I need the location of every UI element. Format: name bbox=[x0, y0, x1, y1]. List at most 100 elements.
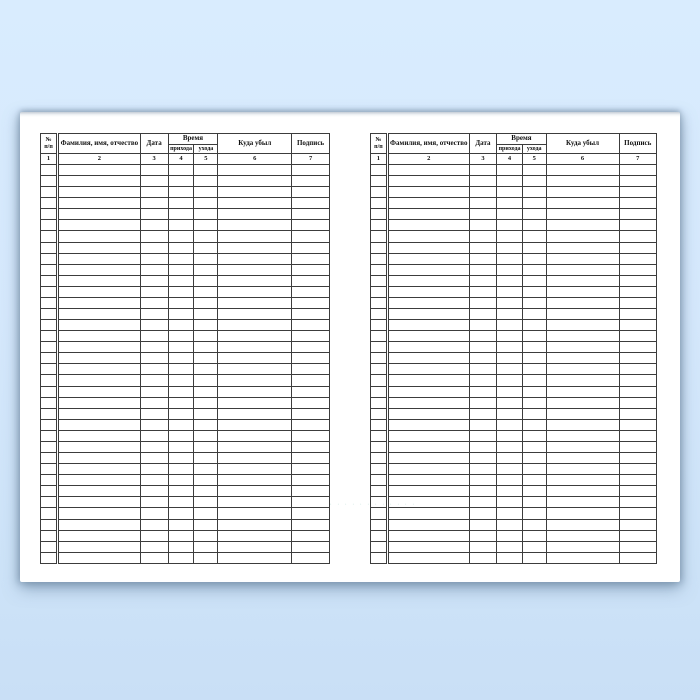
entry-row bbox=[39, 263, 330, 276]
entry-cell bbox=[370, 551, 389, 565]
entry-row bbox=[370, 507, 658, 520]
entry-cell bbox=[386, 175, 470, 188]
entry-cell bbox=[618, 385, 658, 398]
entry-cell bbox=[167, 396, 195, 409]
entry-cell bbox=[167, 219, 195, 232]
entry-cell bbox=[217, 175, 293, 188]
entry-cell bbox=[618, 252, 658, 265]
entry-cell bbox=[496, 352, 523, 365]
entry-cell bbox=[521, 396, 547, 409]
entry-cell bbox=[496, 551, 523, 565]
entry-cell bbox=[139, 186, 169, 199]
entry-cell bbox=[217, 330, 293, 343]
entry-cell bbox=[370, 363, 389, 376]
entry-row bbox=[370, 474, 658, 487]
entry-cell bbox=[496, 529, 523, 542]
entry-cell bbox=[57, 296, 141, 310]
header-number-line1: № bbox=[375, 137, 382, 144]
header-destination: Куда убыл bbox=[545, 133, 620, 154]
entry-cell bbox=[57, 407, 141, 420]
entry-cell bbox=[545, 308, 620, 321]
entry-cell bbox=[521, 175, 547, 188]
entry-cell bbox=[193, 507, 219, 520]
entry-cell bbox=[496, 330, 523, 343]
entry-cell bbox=[39, 396, 60, 409]
entry-cell bbox=[521, 507, 547, 520]
header-destination: Куда убыл bbox=[217, 133, 293, 154]
entry-cell bbox=[521, 296, 547, 310]
entry-cell bbox=[496, 474, 523, 487]
entry-cell bbox=[217, 429, 293, 442]
entry-cell bbox=[39, 418, 60, 431]
entry-cell bbox=[370, 352, 389, 365]
entry-row bbox=[39, 374, 330, 387]
entry-cell bbox=[57, 551, 141, 565]
entry-cell bbox=[217, 452, 293, 465]
entry-cell bbox=[193, 230, 219, 243]
entry-cell bbox=[39, 263, 60, 276]
entry-cell bbox=[39, 529, 60, 542]
entry-cell bbox=[291, 407, 330, 420]
entry-cell bbox=[193, 540, 219, 553]
entry-cell bbox=[386, 496, 470, 509]
entry-cell bbox=[386, 197, 470, 210]
entry-row bbox=[39, 518, 330, 531]
entry-cell bbox=[167, 485, 195, 498]
entry-row bbox=[370, 352, 658, 365]
entry-cell bbox=[496, 396, 523, 409]
entry-cell bbox=[217, 407, 293, 420]
entry-row bbox=[39, 163, 330, 177]
entry-cell bbox=[545, 540, 620, 553]
entry-row bbox=[39, 219, 330, 232]
entry-cell bbox=[468, 330, 498, 343]
entry-cell bbox=[217, 396, 293, 409]
entry-cell bbox=[545, 396, 620, 409]
entry-cell bbox=[139, 208, 169, 221]
entry-cell bbox=[139, 551, 169, 565]
entry-cell bbox=[167, 529, 195, 542]
entry-cell bbox=[167, 274, 195, 287]
entry-cell bbox=[139, 274, 169, 287]
entry-row bbox=[39, 274, 330, 287]
entry-cell bbox=[496, 507, 523, 520]
entry-cell bbox=[217, 186, 293, 199]
entry-cell bbox=[386, 474, 470, 487]
entry-cell bbox=[139, 452, 169, 465]
entry-cell bbox=[370, 296, 389, 310]
entry-cell bbox=[57, 241, 141, 254]
entry-cell bbox=[468, 485, 498, 498]
entry-cell bbox=[39, 352, 60, 365]
column-number-cell: 6 bbox=[545, 153, 620, 165]
entry-cell bbox=[618, 274, 658, 287]
entry-cell bbox=[618, 474, 658, 487]
entry-cell bbox=[291, 341, 330, 354]
entry-cell bbox=[291, 186, 330, 199]
column-number-cell: 4 bbox=[167, 153, 195, 165]
entry-cell bbox=[521, 363, 547, 376]
entry-cell bbox=[139, 385, 169, 398]
entry-cell bbox=[386, 418, 470, 431]
entry-cell bbox=[545, 407, 620, 420]
entry-cell bbox=[496, 285, 523, 298]
entry-cell bbox=[291, 496, 330, 509]
entry-cell bbox=[468, 363, 498, 376]
entry-cell bbox=[370, 496, 389, 509]
entry-row bbox=[39, 363, 330, 376]
entry-cell bbox=[370, 418, 389, 431]
entry-cell bbox=[57, 197, 141, 210]
entry-cell bbox=[386, 252, 470, 265]
entry-row bbox=[370, 452, 658, 465]
entry-cell bbox=[167, 285, 195, 298]
entry-cell bbox=[521, 485, 547, 498]
entry-cell bbox=[521, 518, 547, 531]
entry-cell bbox=[193, 485, 219, 498]
entry-cell bbox=[496, 485, 523, 498]
entry-cell bbox=[193, 197, 219, 210]
entry-cell bbox=[468, 496, 498, 509]
entry-cell bbox=[291, 385, 330, 398]
entry-row bbox=[370, 208, 658, 221]
entry-row bbox=[39, 485, 330, 498]
entry-cell bbox=[386, 330, 470, 343]
entry-cell bbox=[521, 374, 547, 387]
entry-row bbox=[370, 540, 658, 553]
